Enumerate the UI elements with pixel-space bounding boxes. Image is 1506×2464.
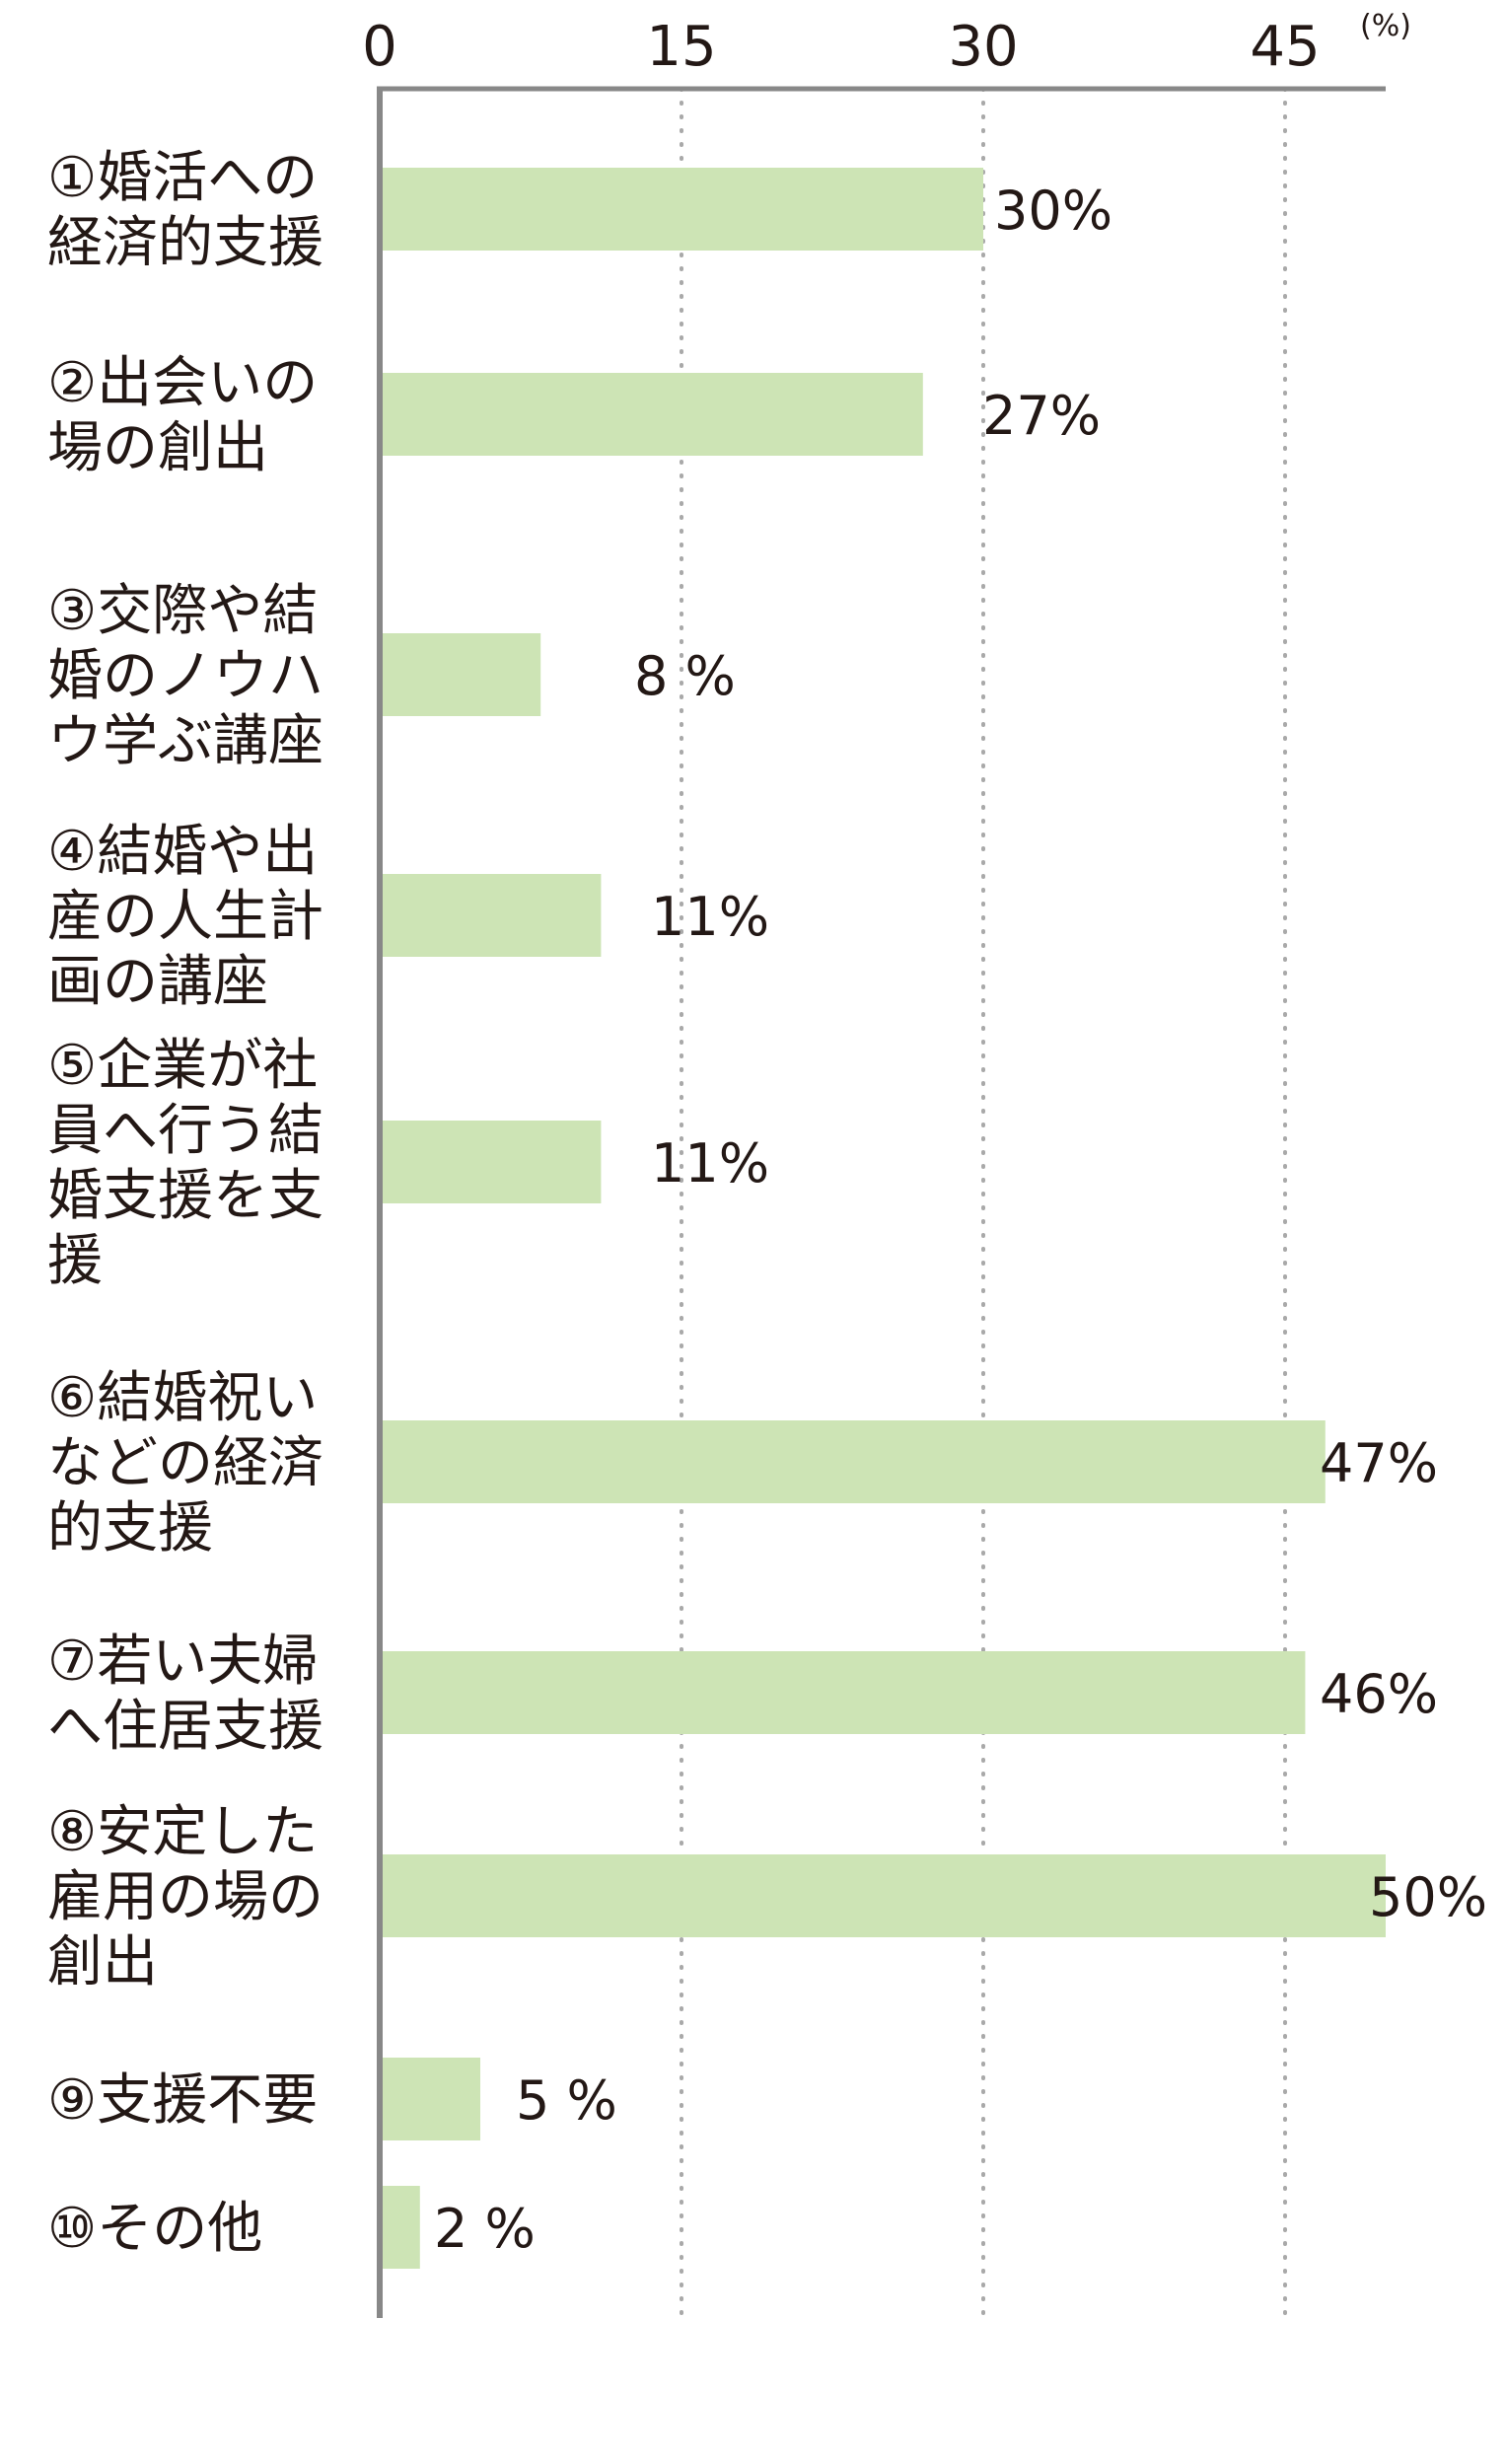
value-label-4: 11% xyxy=(651,886,769,948)
value-label-3: 8 % xyxy=(634,645,736,707)
category-label-3: ③交際や結婚のノウハウ学ぶ講座 xyxy=(47,579,323,773)
grid-lines xyxy=(680,87,1287,2320)
value-label-9: 5 % xyxy=(516,2069,617,2132)
category-label-1: ①婚活への経済的支援 xyxy=(47,146,323,275)
value-label-5: 11% xyxy=(651,1132,769,1195)
bar-10 xyxy=(380,2186,420,2269)
bar-2 xyxy=(380,373,923,456)
x-tick-labels: 0 15 30 45 xyxy=(362,15,1320,79)
bar-5 xyxy=(380,1121,602,1203)
bar-1 xyxy=(380,168,983,251)
x-tick-label-30: 30 xyxy=(948,15,1018,79)
value-label-7: 46% xyxy=(1320,1663,1438,1725)
bars xyxy=(380,168,1386,2269)
x-tick-label-0: 0 xyxy=(362,15,397,79)
value-label-8: 50% xyxy=(1369,1866,1487,1928)
unit-label: (%) xyxy=(1360,9,1411,43)
bar-7 xyxy=(380,1651,1306,1734)
category-labels: ①婚活への経済的支援 ②出会いの場の創出 ③交際や結婚のノウハウ学ぶ講座 ④結婚や出産… xyxy=(47,146,323,2261)
value-labels: 30% 27% 8 % 11% 11% 47% 46% 50% 5 % 2 % xyxy=(434,180,1487,2260)
category-label-7: ⑦若い夫婦へ住居支援 xyxy=(47,1630,323,1759)
bar-6 xyxy=(380,1420,1326,1503)
category-label-5: ⑤企業が社員へ行う結婚支援を支援 xyxy=(47,1034,323,1293)
category-label-4: ④結婚や出産の人生計画の講座 xyxy=(47,820,323,1014)
bar-3 xyxy=(380,633,541,716)
value-label-6: 47% xyxy=(1320,1432,1438,1494)
value-label-10: 2 % xyxy=(434,2198,536,2260)
bar-8 xyxy=(380,1854,1386,1937)
category-label-6: ⑥結婚祝いなどの経済的支援 xyxy=(47,1366,323,1560)
x-tick-label-15: 15 xyxy=(646,15,716,79)
category-label-10: ⑩その他 xyxy=(47,2197,262,2261)
category-label-2: ②出会いの場の創出 xyxy=(47,351,318,480)
axes xyxy=(377,86,1386,2318)
category-label-8: ⑧安定した雇用の場の創出 xyxy=(47,1800,323,1994)
bar-9 xyxy=(380,2058,480,2140)
value-label-2: 27% xyxy=(982,385,1101,447)
category-label-9: ⑨支援不要 xyxy=(47,2068,318,2133)
value-label-1: 30% xyxy=(994,180,1112,242)
bar-4 xyxy=(380,874,602,957)
x-tick-label-45: 45 xyxy=(1250,15,1320,79)
